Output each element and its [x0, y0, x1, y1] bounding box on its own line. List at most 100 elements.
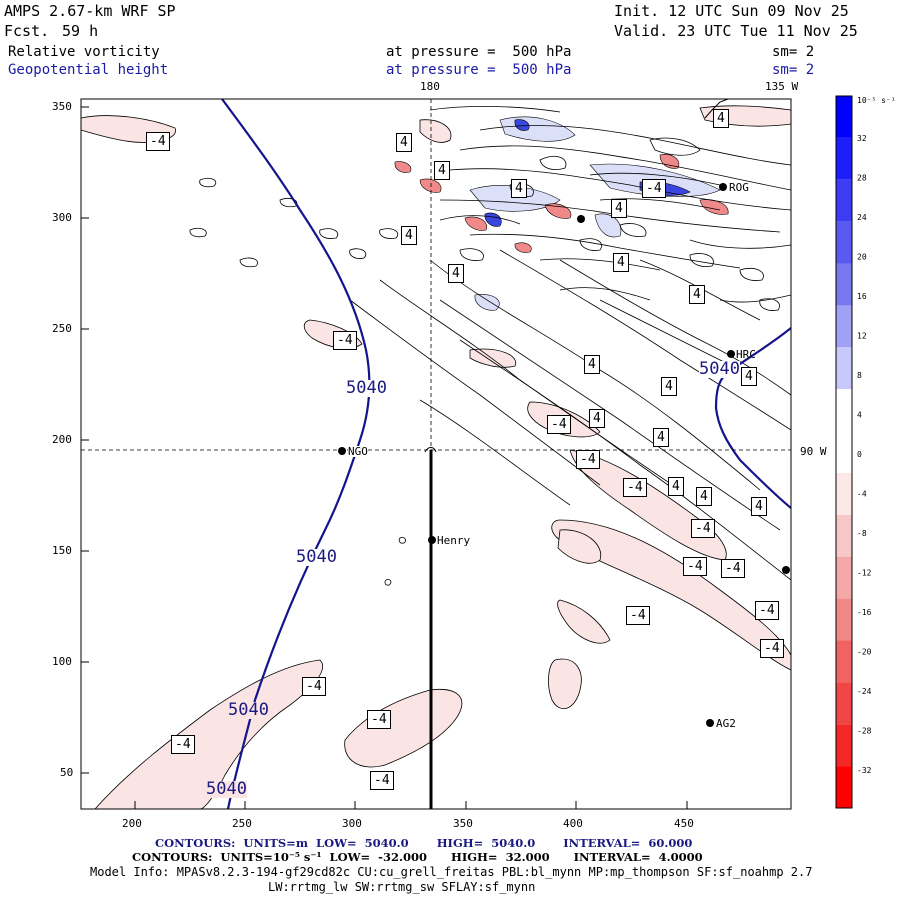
lon-label-135w: 135 W	[765, 80, 799, 93]
vorticity-label-positive: 4	[401, 226, 417, 245]
x-tick-label: 200	[122, 817, 142, 830]
footer-contours-height: CONTOURS: UNITS=m LOW= 5040.0 HIGH= 5040…	[155, 836, 693, 850]
colorbar-swatch	[836, 766, 852, 808]
colorbar-swatch	[836, 305, 852, 348]
colorbar-swatch	[836, 724, 852, 767]
vorticity-label-positive: 4	[668, 477, 684, 496]
vorticity-label-positive: 4	[713, 109, 729, 128]
vorticity-label-negative: -4	[691, 519, 715, 538]
colorbar-swatch	[836, 389, 852, 432]
geopotential-height-contours	[221, 99, 791, 809]
colorbar-swatch	[836, 682, 852, 725]
x-tick-label: 350	[453, 817, 473, 830]
field1-level: at pressure = 500 hPa	[386, 44, 572, 60]
station-dot-henry	[428, 536, 436, 544]
station-label-henry: Henry	[437, 534, 471, 547]
cross-section-line	[424, 99, 729, 809]
colorbar-tick-label: 12	[857, 332, 867, 341]
field1-smoothing: sm= 2	[772, 44, 815, 60]
station-markers	[338, 183, 790, 727]
vorticity-label-positive: 4	[589, 409, 605, 428]
station-label-ngo: NGO	[348, 445, 368, 458]
field2-smoothing: sm= 2	[772, 62, 815, 78]
x-tick-label: 250	[232, 817, 252, 830]
colorbar-tick-label: -32	[857, 766, 872, 775]
vorticity-label-positive: 4	[741, 367, 757, 386]
colorbar-tick-label: -8	[857, 529, 867, 538]
colorbar-swatch	[836, 263, 852, 306]
colorbar-tick-label: -4	[857, 490, 867, 499]
station-dot-unlabeled	[577, 215, 585, 223]
vorticity-label-positive: 4	[511, 179, 527, 198]
colorbar-tick-label: 8	[857, 371, 862, 380]
vorticity-label-negative: -4	[367, 710, 391, 729]
lon-label-180: 180	[420, 80, 440, 93]
vorticity-label-negative: -4	[626, 606, 650, 625]
vorticity-label-positive: 4	[448, 264, 464, 283]
colorbar-frame	[835, 95, 853, 809]
footer-model-info: Model Info: MPASv8.2.3-194-gf29cd82c CU:…	[90, 865, 813, 879]
y-tick-label: 300	[52, 211, 72, 224]
vorticity-label-positive: 4	[689, 285, 705, 304]
y-tick-label: 250	[52, 322, 72, 335]
vorticity-label-negative: -4	[370, 771, 394, 790]
init-time: Init. 12 UTC Sun 09 Nov 25	[614, 2, 849, 20]
x-tick-label: 450	[674, 817, 694, 830]
plot-frame	[80, 98, 792, 810]
height-label: 5040	[296, 547, 337, 567]
vorticity-label-positive: 4	[751, 497, 767, 516]
colorbar-swatch	[836, 598, 852, 641]
vorticity-label-positive: 4	[434, 161, 450, 180]
station-dot-ag2	[706, 719, 714, 727]
vorticity-label-negative: -4	[755, 601, 779, 620]
footer-model-info-2: LW:rrtmg_lw SW:rrtmg_sw SFLAY:sf_mynn	[268, 880, 536, 894]
forecast-hour: 59 h	[62, 22, 99, 40]
vorticity-label-negative: -4	[721, 559, 745, 578]
x-tick-label: 400	[563, 817, 583, 830]
colorbar-swatch	[836, 472, 852, 515]
colorbar-tick-label: 20	[857, 253, 867, 262]
colorbar: 10⁻⁵ s⁻¹ 32 28 24 20 16 12 8 4 0 -4 -8 -12 -16 -20 -24 -…	[835, 95, 896, 809]
vorticity-label-positive: 4	[661, 377, 677, 396]
height-label: 5040	[228, 700, 269, 720]
axis-ticks	[81, 106, 688, 809]
height-label: 5040	[206, 779, 247, 799]
colorbar-tick-label: 0	[857, 450, 862, 459]
colorbar-units: 10⁻⁵ s⁻¹	[857, 96, 896, 105]
vorticity-label-negative: -4	[683, 557, 707, 576]
vorticity-label-positive: 4	[653, 428, 669, 447]
colorbar-swatch	[836, 514, 852, 557]
forecast-label: Fcst.	[4, 22, 50, 40]
station-dot-rog	[719, 183, 727, 191]
vorticity-contours	[189, 105, 791, 586]
station-label-hrc: HRC	[736, 348, 756, 361]
colorbar-swatch	[836, 640, 852, 683]
vorticity-label-negative: -4	[642, 179, 666, 198]
vorticity-label-negative: -4	[576, 450, 600, 469]
negative-vorticity-shading	[81, 105, 791, 809]
station-label-ag2: AG2	[716, 717, 736, 730]
colorbar-tick-label: 28	[857, 174, 867, 183]
vorticity-label-positive: 4	[396, 133, 412, 152]
station-dot-ngo	[338, 447, 346, 455]
colorbar-tick-label: 4	[857, 411, 862, 420]
y-tick-label: 200	[52, 433, 72, 446]
colorbar-tick-label: 24	[857, 213, 867, 222]
vorticity-label-negative: -4	[146, 132, 170, 151]
colorbar-swatch	[836, 179, 852, 222]
field1-name: Relative vorticity	[8, 44, 160, 60]
lon-label-90w: 90 W	[800, 445, 827, 458]
y-tick-label: 150	[52, 544, 72, 557]
station-dot-edge	[782, 566, 790, 574]
vorticity-label-negative: -4	[302, 677, 326, 696]
y-tick-label: 50	[60, 766, 74, 779]
y-tick-label: 100	[52, 655, 72, 668]
field2-name: Geopotential height	[8, 62, 169, 78]
field2-level: at pressure = 500 hPa	[386, 62, 572, 78]
footer-contours-vorticity: CONTOURS: UNITS=10⁻⁵ s⁻¹ LOW= -32.000 HI…	[132, 850, 703, 864]
vorticity-label-positive: 4	[696, 487, 712, 506]
colorbar-swatch	[836, 137, 852, 180]
colorbar-tick-label: 32	[857, 134, 867, 143]
colorbar-swatch	[836, 431, 852, 473]
height-label: 5040	[346, 378, 387, 398]
